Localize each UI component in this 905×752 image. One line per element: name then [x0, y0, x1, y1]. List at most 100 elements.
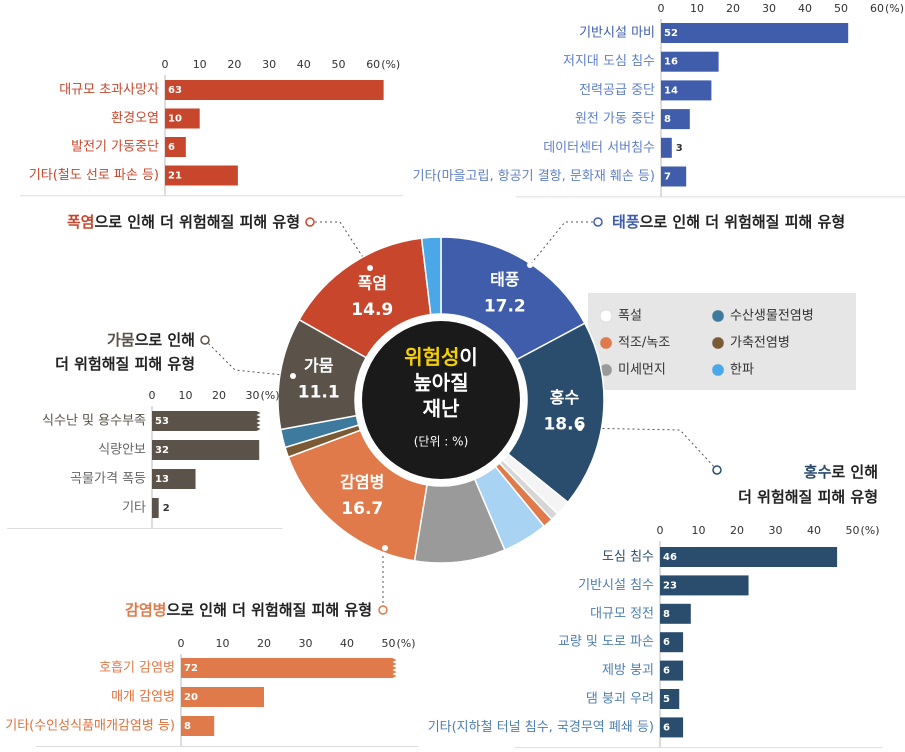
category-label: 식량안보 [98, 443, 146, 458]
value-label: 8 [663, 609, 670, 620]
value-label: 8 [184, 721, 191, 732]
value-label: 20 [184, 692, 198, 703]
x-tick-label: 30 [762, 2, 776, 15]
bar [661, 166, 687, 187]
value-label: 2 [163, 503, 170, 514]
category-label: 식수난 및 용수부족 [42, 414, 146, 429]
value-label: 7 [664, 172, 671, 183]
slice-label: 태풍 [490, 270, 520, 289]
category-label: 곡물가격 폭등 [70, 472, 146, 487]
bar [181, 716, 215, 736]
bar [661, 80, 712, 101]
legend-label: 한파 [730, 363, 754, 378]
title-text: 으로 인해 더 위험해질 피해 유형 [166, 601, 372, 619]
x-tick-label: 40 [340, 637, 354, 650]
value-label: 13 [155, 474, 169, 485]
title-text: 더 위험해질 피해 유형 [55, 355, 195, 373]
bar [660, 689, 680, 709]
bar [165, 165, 238, 186]
leader-line [204, 339, 294, 377]
title-text: 으로 인해 [135, 331, 195, 349]
bar [165, 108, 200, 129]
chart-title: 더 위험해질 피해 유형 [55, 355, 195, 373]
legend-label: 미세먼지 [618, 363, 666, 378]
x-tick-label: 50 [382, 637, 396, 650]
x-tick-label: 30 [769, 524, 783, 537]
bar [165, 137, 186, 157]
x-tick-label: 10 [193, 58, 207, 71]
x-tick-label: 10 [216, 637, 230, 650]
x-tick-label: 20 [212, 389, 226, 402]
legend-swatch [711, 363, 725, 377]
x-tick-label: 10 [179, 389, 193, 402]
chart-title: 폭염으로 인해 더 위험해질 피해 유형 [67, 213, 300, 231]
center-circle [362, 321, 520, 479]
bar [660, 660, 684, 681]
value-label: 72 [184, 663, 198, 674]
center-title: 높아질 [413, 371, 468, 395]
donut-slice [287, 429, 428, 562]
value-label: 63 [168, 85, 182, 96]
chart-title: 태풍으로 인해 더 위험해질 피해 유형 [612, 213, 845, 231]
slice-dot [367, 265, 373, 271]
bar [661, 137, 672, 158]
value-label: 8 [664, 114, 671, 125]
bar [152, 440, 260, 460]
category-label: 교량 및 도로 파손 [558, 635, 654, 650]
slice-value: 11.1 [298, 382, 340, 402]
title-text: 로 인해 [831, 463, 878, 481]
slice-label: 홍수 [550, 388, 580, 407]
legend-label: 폭설 [618, 309, 642, 324]
x-tick-label: 30 [262, 58, 276, 71]
title-text: 더 위험해질 피해 유형 [738, 488, 878, 506]
slice-label: 폭염 [358, 273, 387, 292]
legend-swatch [599, 336, 613, 350]
x-tick-label: 20 [726, 2, 740, 15]
category-label: 제방 붕괴 [602, 663, 654, 678]
slice-label: 가뭄 [304, 356, 334, 375]
category-label: 호흡기 감염병 [99, 661, 175, 676]
value-label: 3 [676, 143, 683, 154]
unit-label: (%) [261, 389, 280, 402]
category-label: 기타(마을고립, 항공기 결항, 문화재 훼손 등) [413, 169, 655, 184]
x-tick-label: 0 [162, 58, 169, 71]
legend-swatch [711, 336, 725, 350]
title-key: 홍수 [804, 463, 832, 481]
value-label: 46 [663, 552, 677, 563]
bar [152, 411, 261, 431]
bar [661, 51, 719, 72]
category-label: 기반시설 마비 [579, 26, 655, 41]
bar [181, 658, 397, 678]
center-text: 이 [459, 345, 477, 369]
x-tick-label: 0 [149, 389, 156, 402]
value-label: 23 [663, 580, 677, 591]
title-text: 으로 인해 더 위험해질 피해 유형 [640, 213, 846, 231]
unit-label: (%) [861, 524, 880, 537]
center-title: 재난 [423, 397, 460, 421]
bar [660, 547, 838, 567]
x-tick-label: 20 [227, 58, 241, 71]
x-tick-label: 20 [730, 524, 744, 537]
title-dot [712, 465, 722, 475]
value-label: 6 [663, 637, 670, 648]
value-label: 32 [155, 445, 169, 456]
value-label: 10 [168, 114, 182, 125]
slice-value: 16.7 [341, 499, 383, 519]
title-dot [593, 217, 603, 227]
bar [181, 687, 264, 707]
x-tick-label: 20 [257, 637, 271, 650]
category-label: 댐 붕괴 우려 [586, 692, 654, 707]
x-tick-label: 30 [246, 389, 260, 402]
title-dot [200, 335, 210, 345]
slice-value: 18.6 [543, 415, 585, 435]
category-label: 저지대 도심 침수 [563, 54, 655, 69]
legend-swatch [711, 309, 725, 323]
bar [165, 80, 384, 100]
legend-label: 가축전염병 [730, 336, 790, 351]
slice-dot [577, 425, 583, 431]
center-title: 위험성이 [404, 345, 478, 369]
slice-dot [527, 262, 533, 268]
donut-slice [420, 236, 442, 316]
center-unit: (단위 : %) [414, 435, 469, 449]
x-tick-label: 40 [807, 524, 821, 537]
